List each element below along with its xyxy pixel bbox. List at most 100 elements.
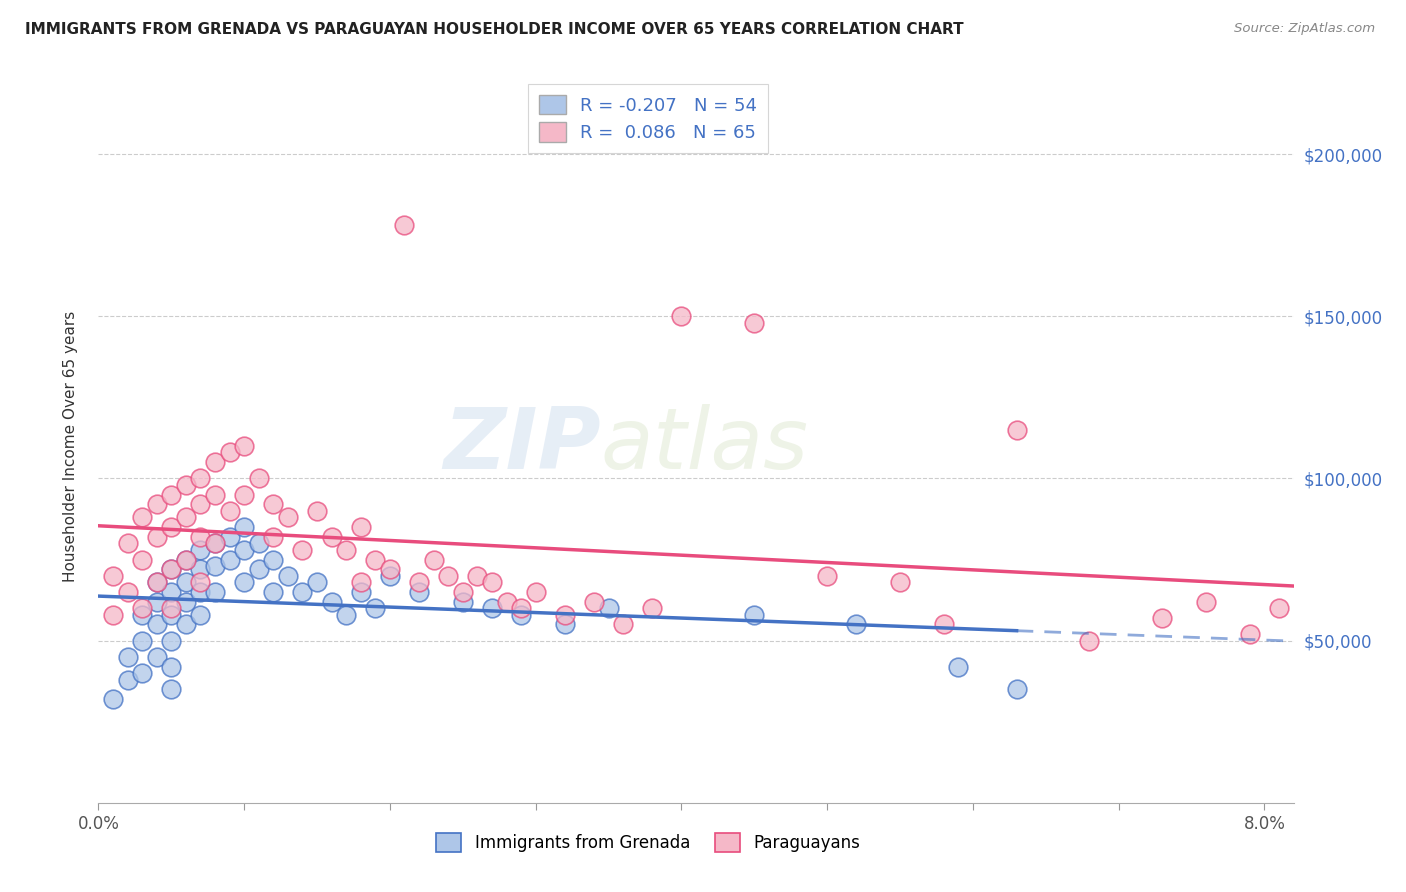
Point — [305, 575, 328, 590]
Point — [131, 601, 153, 615]
Text: IMMIGRANTS FROM GRENADA VS PARAGUAYAN HOUSEHOLDER INCOME OVER 65 YEARS CORRELATI: IMMIGRANTS FROM GRENADA VS PARAGUAYAN HO… — [25, 22, 965, 37]
Point — [160, 659, 183, 673]
Point — [481, 575, 503, 590]
Point — [510, 607, 533, 622]
Point — [160, 633, 183, 648]
Point — [233, 520, 256, 534]
Point — [350, 520, 373, 534]
Point — [131, 633, 153, 648]
Point — [671, 310, 693, 324]
Point — [174, 552, 197, 566]
Point — [612, 617, 634, 632]
Point — [160, 607, 183, 622]
Point — [190, 575, 212, 590]
Point — [174, 552, 197, 566]
Point — [262, 497, 284, 511]
Point — [160, 601, 183, 615]
Point — [554, 617, 576, 632]
Point — [291, 542, 314, 557]
Point — [262, 530, 284, 544]
Point — [350, 575, 373, 590]
Point — [145, 575, 167, 590]
Point — [247, 536, 270, 550]
Point — [233, 439, 256, 453]
Legend: Immigrants from Grenada, Paraguayans: Immigrants from Grenada, Paraguayans — [430, 827, 866, 859]
Point — [218, 530, 240, 544]
Point — [742, 607, 765, 622]
Point — [1239, 627, 1261, 641]
Point — [190, 530, 212, 544]
Point — [218, 552, 240, 566]
Point — [335, 607, 357, 622]
Point — [1152, 611, 1174, 625]
Point — [1078, 633, 1101, 648]
Point — [495, 595, 517, 609]
Point — [481, 601, 503, 615]
Point — [233, 575, 256, 590]
Point — [845, 617, 868, 632]
Point — [117, 649, 139, 664]
Point — [598, 601, 620, 615]
Point — [510, 601, 533, 615]
Point — [582, 595, 605, 609]
Point — [394, 219, 416, 233]
Point — [204, 536, 226, 550]
Point — [101, 607, 124, 622]
Point — [233, 488, 256, 502]
Point — [321, 595, 343, 609]
Point — [174, 575, 197, 590]
Point — [554, 607, 576, 622]
Point — [204, 559, 226, 574]
Point — [101, 568, 124, 582]
Point — [1005, 423, 1028, 437]
Point — [364, 552, 387, 566]
Point — [277, 568, 299, 582]
Point — [262, 552, 284, 566]
Point — [451, 585, 474, 599]
Point — [131, 552, 153, 566]
Point — [204, 536, 226, 550]
Point — [117, 673, 139, 687]
Point — [145, 575, 167, 590]
Point — [190, 471, 212, 485]
Point — [350, 585, 373, 599]
Point — [1195, 595, 1218, 609]
Point — [145, 617, 167, 632]
Point — [524, 585, 547, 599]
Point — [305, 504, 328, 518]
Point — [437, 568, 460, 582]
Point — [408, 575, 430, 590]
Point — [291, 585, 314, 599]
Text: atlas: atlas — [600, 404, 808, 488]
Point — [378, 568, 401, 582]
Point — [145, 649, 167, 664]
Point — [321, 530, 343, 544]
Point — [641, 601, 664, 615]
Point — [117, 536, 139, 550]
Point — [932, 617, 955, 632]
Point — [815, 568, 838, 582]
Point — [277, 510, 299, 524]
Point — [948, 659, 970, 673]
Point — [190, 497, 212, 511]
Point — [145, 530, 167, 544]
Point — [101, 692, 124, 706]
Point — [190, 585, 212, 599]
Point — [247, 471, 270, 485]
Point — [160, 585, 183, 599]
Text: ZIP: ZIP — [443, 404, 600, 488]
Point — [889, 575, 911, 590]
Point — [204, 585, 226, 599]
Point — [160, 562, 183, 576]
Point — [174, 510, 197, 524]
Point — [378, 562, 401, 576]
Point — [1005, 682, 1028, 697]
Point — [364, 601, 387, 615]
Point — [218, 445, 240, 459]
Y-axis label: Householder Income Over 65 years: Householder Income Over 65 years — [63, 310, 77, 582]
Point — [190, 542, 212, 557]
Point — [174, 617, 197, 632]
Point — [190, 607, 212, 622]
Point — [160, 562, 183, 576]
Point — [247, 562, 270, 576]
